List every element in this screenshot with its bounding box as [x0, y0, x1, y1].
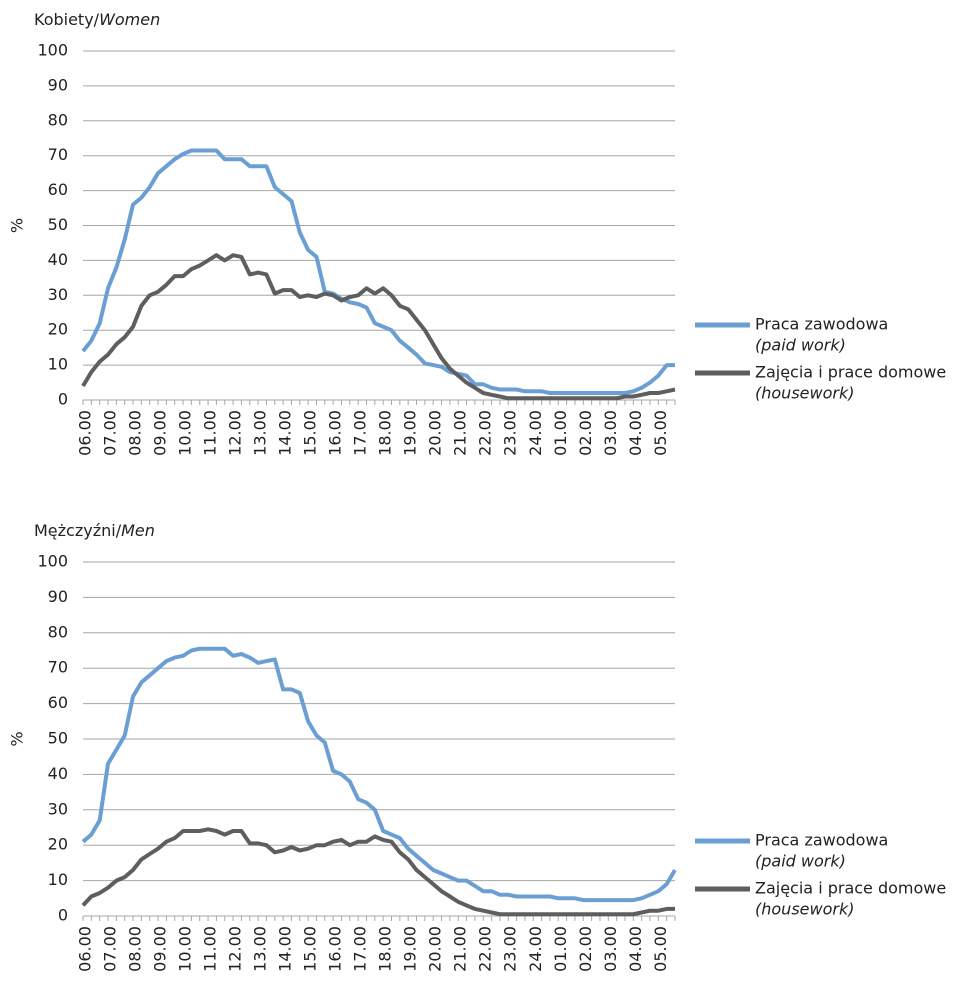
x-tick-label: 06.00	[76, 926, 95, 972]
x-tick-label: 04.00	[626, 410, 645, 456]
x-tick-label: 19.00	[401, 926, 420, 972]
y-axis-label: %	[8, 218, 27, 233]
title-text: Kobiety/	[34, 10, 100, 29]
x-tick-label: 11.00	[201, 410, 220, 456]
y-tick-label: 20	[48, 320, 68, 339]
x-tick-label: 18.00	[376, 410, 395, 456]
y-tick-label: 80	[48, 622, 68, 641]
x-tick-label: 07.00	[101, 926, 120, 972]
legend-label-en: (housework)	[755, 900, 854, 919]
x-tick-label: 10.00	[176, 926, 195, 972]
title-emphasis: Men	[121, 521, 155, 540]
x-tick-label: 23.00	[501, 410, 520, 456]
x-tick-label: 22.00	[476, 410, 495, 456]
x-tick-label: 22.00	[476, 926, 495, 972]
legend-label-en: (housework)	[755, 384, 854, 403]
y-tick-label: 0	[58, 390, 68, 409]
data-line	[81, 827, 675, 917]
x-tick-label: 18.00	[376, 926, 395, 972]
data-line	[81, 253, 676, 401]
x-tick-label: 16.00	[326, 926, 345, 972]
y-tick-label: 0	[58, 906, 68, 925]
x-tick-label: 01.00	[551, 410, 570, 456]
x-tick-label: 03.00	[601, 410, 620, 456]
legend-label-en: (paid work)	[755, 336, 846, 355]
x-tick-label: 16.00	[326, 410, 345, 456]
x-tick-label: 12.00	[226, 926, 245, 972]
x-tick-label: 05.00	[651, 926, 670, 972]
x-tick-label: 14.00	[276, 926, 295, 972]
x-tick-label: 04.00	[626, 926, 645, 972]
x-tick-label: 02.00	[576, 926, 595, 972]
chart-title: Kobiety/Women	[34, 10, 160, 29]
x-tick-label: 17.00	[351, 410, 370, 456]
chart: Kobiety/Women% 0 10 20 30 40 50 60 70 80 90 100 06.0…	[8, 10, 947, 456]
y-tick-label: 10	[48, 355, 68, 374]
y-tick-label: 100	[37, 41, 68, 60]
y-tick-label: 50	[48, 215, 68, 234]
y-tick-label: 100	[37, 552, 68, 571]
x-tick-label: 24.00	[526, 926, 545, 972]
y-tick-label: 70	[48, 145, 68, 164]
x-tick-label: 21.00	[451, 410, 470, 456]
legend-label: Praca zawodowa	[755, 315, 888, 334]
x-tick-label: 17.00	[351, 926, 370, 972]
x-tick-label: 07.00	[101, 410, 120, 456]
x-tick-label: 08.00	[126, 926, 145, 972]
data-line	[81, 148, 675, 395]
y-tick-label: 90	[48, 587, 68, 606]
y-tick-label: 40	[48, 764, 68, 783]
y-tick-label: 30	[48, 799, 68, 818]
x-tick-label: 14.00	[276, 410, 295, 456]
x-tick-label: 09.00	[151, 410, 170, 456]
y-tick-label: 80	[48, 110, 68, 129]
x-tick-label: 05.00	[651, 410, 670, 456]
x-tick-label: 06.00	[76, 410, 95, 456]
x-tick-label: 10.00	[176, 410, 195, 456]
x-tick-label: 01.00	[551, 926, 570, 972]
x-tick-label: 15.00	[301, 410, 320, 456]
legend-label: Praca zawodowa	[755, 831, 888, 850]
data-line	[81, 646, 677, 903]
x-tick-label: 20.00	[426, 410, 445, 456]
x-tick-label: 24.00	[526, 410, 545, 456]
legend-label: Zajęcia i prace domowe	[755, 879, 946, 898]
y-tick-label: 60	[48, 180, 68, 199]
legend-label-en: (paid work)	[755, 852, 846, 871]
y-tick-label: 30	[48, 285, 68, 304]
x-tick-label: 20.00	[426, 926, 445, 972]
x-tick-label: 03.00	[601, 926, 620, 972]
x-tick-label: 08.00	[126, 410, 145, 456]
y-tick-label: 40	[48, 250, 68, 269]
legend-label: Zajęcia i prace domowe	[755, 363, 946, 382]
x-tick-label: 23.00	[501, 926, 520, 972]
x-tick-label: 15.00	[301, 926, 320, 972]
x-tick-label: 02.00	[576, 410, 595, 456]
title-text: Mężczyźni/	[34, 521, 122, 540]
x-tick-label: 11.00	[201, 926, 220, 972]
y-tick-label: 50	[48, 729, 68, 748]
x-tick-label: 12.00	[226, 410, 245, 456]
y-tick-label: 20	[48, 835, 68, 854]
x-tick-label: 19.00	[401, 410, 420, 456]
y-tick-label: 90	[48, 75, 68, 94]
y-tick-label: 70	[48, 658, 68, 677]
x-tick-label: 21.00	[451, 926, 470, 972]
x-tick-label: 13.00	[251, 410, 270, 456]
chart: Mężczyźni/Men% 0 10 20 30 40 50 60 70 80 90 100 06.0…	[8, 521, 947, 972]
y-axis-label: %	[8, 731, 27, 746]
chart-title: Mężczyźni/Men	[34, 521, 155, 540]
y-tick-label: 60	[48, 693, 68, 712]
x-tick-label: 13.00	[251, 926, 270, 972]
x-tick-label: 09.00	[151, 926, 170, 972]
y-tick-label: 10	[48, 870, 68, 889]
title-emphasis: Women	[99, 10, 160, 29]
